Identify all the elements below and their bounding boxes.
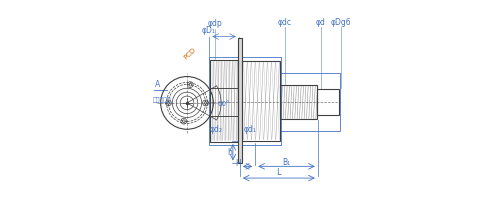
- Text: φDg6: φDg6: [331, 18, 351, 27]
- Text: B₁: B₁: [282, 158, 291, 167]
- Text: （润滑孔）: （润滑孔）: [153, 97, 172, 103]
- Text: φdc: φdc: [278, 18, 292, 27]
- Bar: [210, 88, 238, 116]
- Bar: [280, 73, 340, 131]
- Text: φD₁: φD₁: [202, 26, 215, 35]
- Bar: [209, 57, 281, 145]
- Text: A: A: [155, 80, 161, 89]
- Text: L: L: [276, 168, 281, 177]
- Bar: [280, 85, 317, 119]
- Text: h: h: [227, 148, 232, 157]
- Bar: [238, 38, 242, 163]
- Text: PCD: PCD: [183, 46, 197, 60]
- Bar: [242, 61, 280, 141]
- Text: 60°: 60°: [218, 101, 230, 107]
- Text: φd₂: φd₂: [210, 125, 223, 134]
- Text: φd: φd: [316, 18, 326, 27]
- Text: H: H: [236, 159, 241, 168]
- Bar: [210, 60, 238, 142]
- Text: φd₁: φd₁: [244, 125, 256, 134]
- Bar: [317, 89, 339, 115]
- Text: φdp: φdp: [208, 19, 223, 28]
